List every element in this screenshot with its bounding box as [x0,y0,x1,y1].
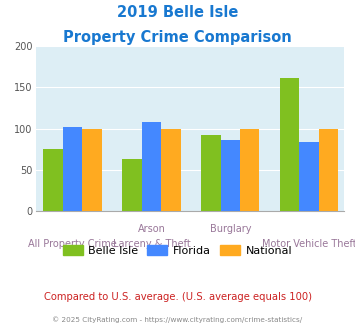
Bar [43,148,63,211]
Bar [161,129,181,211]
Bar [280,78,299,211]
Text: Compared to U.S. average. (U.S. average equals 100): Compared to U.S. average. (U.S. average … [44,292,311,302]
Text: © 2025 CityRating.com - https://www.cityrating.com/crime-statistics/: © 2025 CityRating.com - https://www.city… [53,316,302,323]
Bar [122,159,142,211]
Text: All Property Crime: All Property Crime [28,239,117,249]
Legend: Belle Isle, Florida, National: Belle Isle, Florida, National [59,240,296,260]
Text: Arson: Arson [137,224,165,234]
Bar [63,127,82,211]
Bar [299,142,319,211]
Text: 2019 Belle Isle: 2019 Belle Isle [117,5,238,20]
Bar [142,122,161,211]
Text: Motor Vehicle Theft: Motor Vehicle Theft [262,239,355,249]
Text: Property Crime Comparison: Property Crime Comparison [63,30,292,45]
Text: Burglary: Burglary [209,224,251,234]
Bar [220,140,240,211]
Bar [240,129,260,211]
Bar [319,129,338,211]
Text: Larceny & Theft: Larceny & Theft [113,239,190,249]
Bar [201,135,220,211]
Bar [82,129,102,211]
